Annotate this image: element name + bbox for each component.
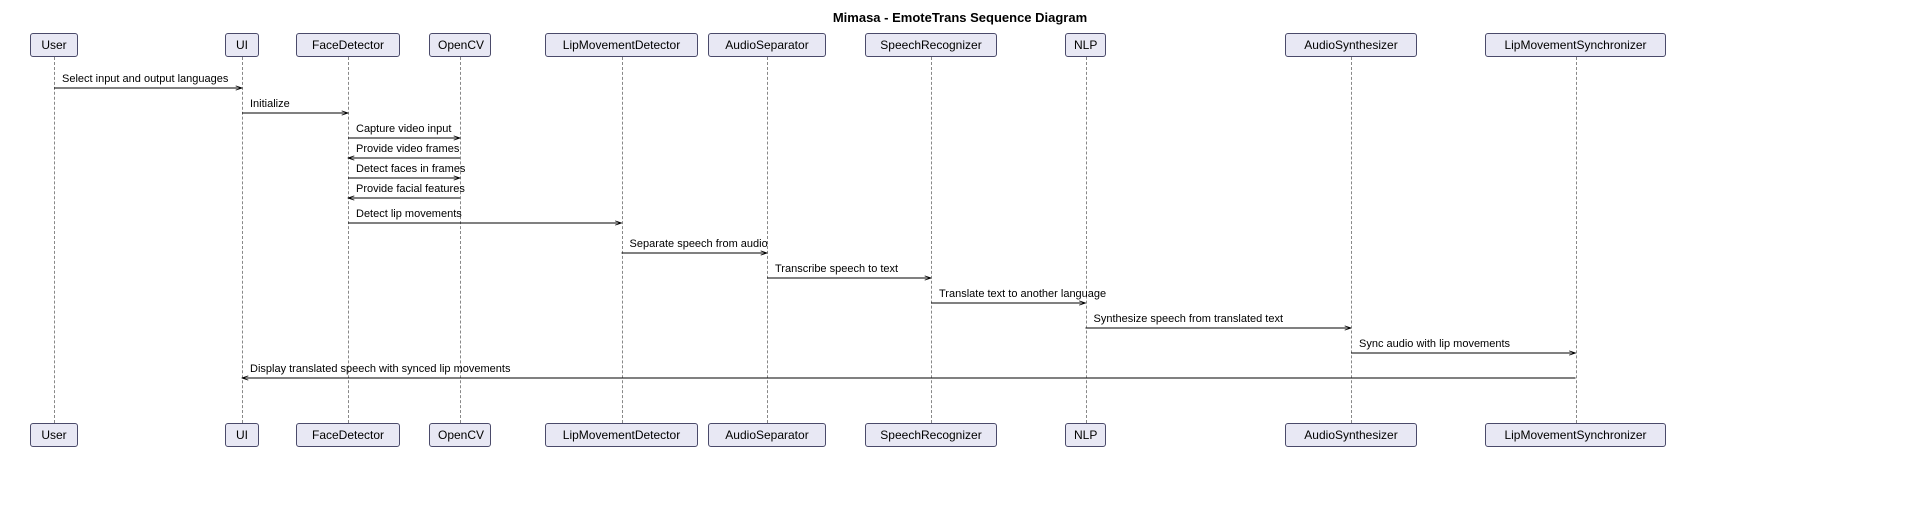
message-label-1: Initialize bbox=[250, 98, 290, 110]
participant-user-bottom: User bbox=[30, 423, 78, 447]
message-label-10: Synthesize speech from translated text bbox=[1094, 313, 1284, 325]
lifeline-lipmovementsynchronizer bbox=[1576, 57, 1577, 423]
message-label-5: Provide facial features bbox=[356, 183, 465, 195]
participant-nlp-bottom: NLP bbox=[1065, 423, 1106, 447]
participant-lipmovementdetector-bottom: LipMovementDetector bbox=[545, 423, 698, 447]
participant-audiosynthesizer-top: AudioSynthesizer bbox=[1285, 33, 1417, 57]
participant-audiosynthesizer-bottom: AudioSynthesizer bbox=[1285, 423, 1417, 447]
message-label-3: Provide video frames bbox=[356, 143, 459, 155]
participant-user-top: User bbox=[30, 33, 78, 57]
participant-speechrecognizer-bottom: SpeechRecognizer bbox=[865, 423, 997, 447]
participant-audioseparator-top: AudioSeparator bbox=[708, 33, 826, 57]
message-label-4: Detect faces in frames bbox=[356, 163, 465, 175]
participant-facedetector-top: FaceDetector bbox=[296, 33, 400, 57]
participant-opencv-bottom: OpenCV bbox=[429, 423, 491, 447]
participant-nlp-top: NLP bbox=[1065, 33, 1106, 57]
message-label-9: Translate text to another language bbox=[939, 288, 1106, 300]
participant-ui-bottom: UI bbox=[225, 423, 259, 447]
participant-lipmovementdetector-top: LipMovementDetector bbox=[545, 33, 698, 57]
message-label-11: Sync audio with lip movements bbox=[1359, 338, 1510, 350]
lifeline-audiosynthesizer bbox=[1351, 57, 1352, 423]
sequence-diagram: User User UI UI FaceDetector FaceDetector Open… bbox=[10, 33, 1910, 493]
participant-lipmovementsynchronizer-top: LipMovementSynchronizer bbox=[1485, 33, 1666, 57]
lifeline-nlp bbox=[1086, 57, 1087, 423]
lifeline-lipmovementdetector bbox=[622, 57, 623, 423]
lifeline-ui bbox=[242, 57, 243, 423]
message-label-0: Select input and output languages bbox=[62, 73, 228, 85]
participant-lipmovementsynchronizer-bottom: LipMovementSynchronizer bbox=[1485, 423, 1666, 447]
participant-facedetector-bottom: FaceDetector bbox=[296, 423, 400, 447]
lifeline-speechrecognizer bbox=[931, 57, 932, 423]
participant-audioseparator-bottom: AudioSeparator bbox=[708, 423, 826, 447]
diagram-title: Mimasa - EmoteTrans Sequence Diagram bbox=[10, 10, 1910, 25]
message-label-6: Detect lip movements bbox=[356, 208, 462, 220]
lifeline-user bbox=[54, 57, 55, 423]
participant-speechrecognizer-top: SpeechRecognizer bbox=[865, 33, 997, 57]
message-label-8: Transcribe speech to text bbox=[775, 263, 898, 275]
message-label-7: Separate speech from audio bbox=[630, 238, 768, 250]
participant-ui-top: UI bbox=[225, 33, 259, 57]
message-label-2: Capture video input bbox=[356, 123, 451, 135]
participant-opencv-top: OpenCV bbox=[429, 33, 491, 57]
message-label-12: Display translated speech with synced li… bbox=[250, 363, 510, 375]
